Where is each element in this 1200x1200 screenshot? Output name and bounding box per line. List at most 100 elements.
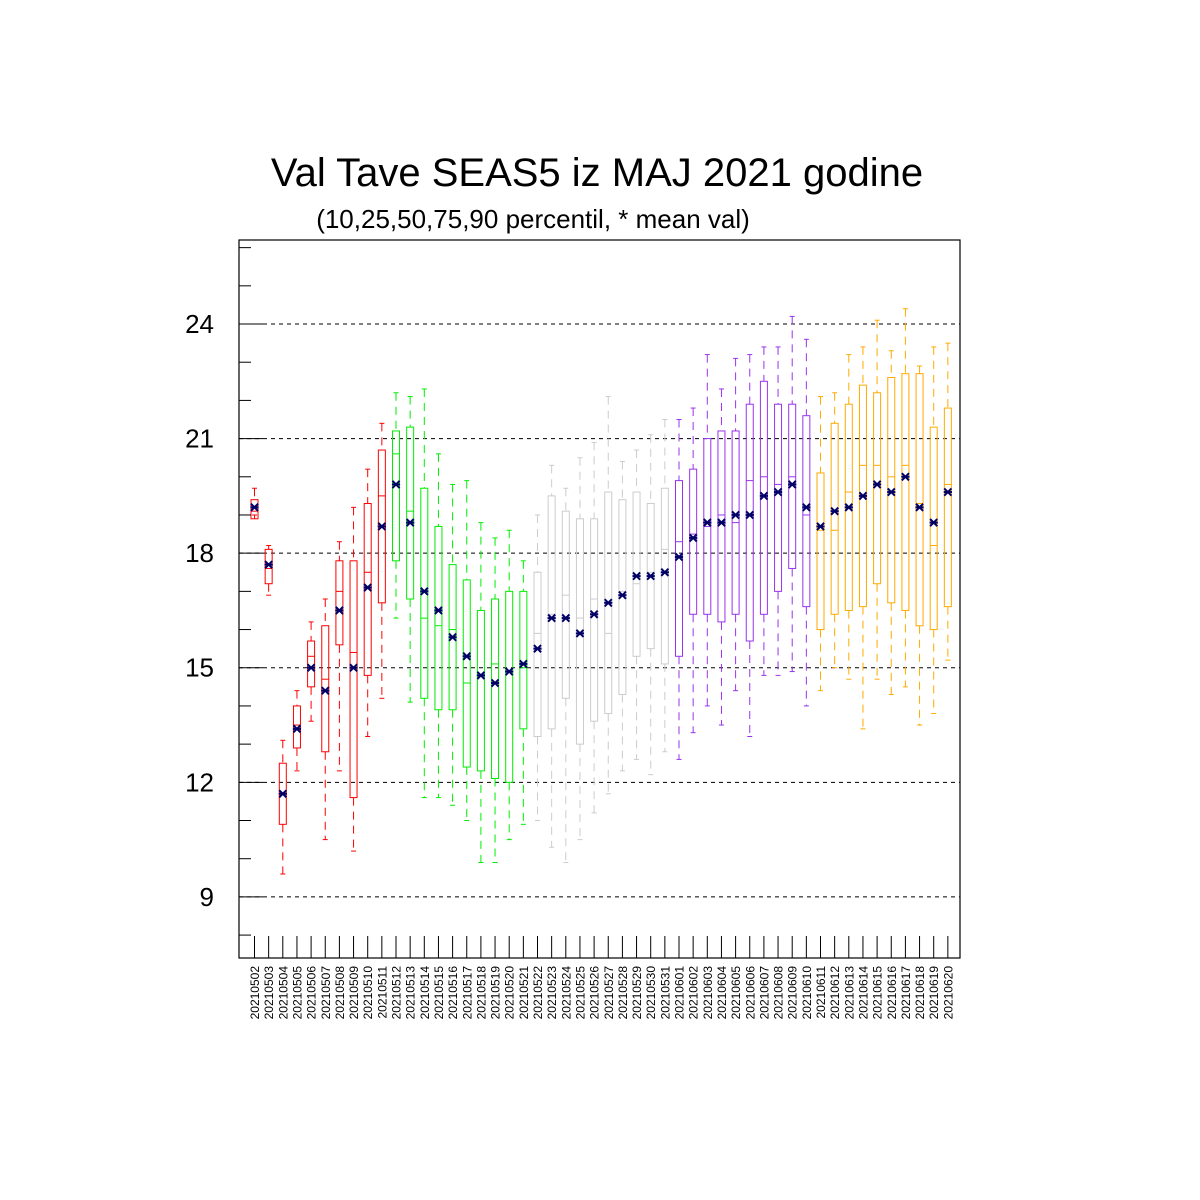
mean-marker-20210612 <box>830 506 839 516</box>
box-20210531 <box>660 419 669 753</box>
boxes <box>250 308 952 875</box>
xtick-label: 20210617 <box>899 966 913 1020</box>
mean-marker-20210516 <box>448 632 457 642</box>
mean-marker-20210605 <box>731 510 740 520</box>
mean-marker-20210618 <box>915 503 924 512</box>
box-20210605 <box>731 357 740 692</box>
box-iqr <box>943 407 952 608</box>
box-iqr <box>717 430 726 623</box>
ytick-label: 15 <box>185 653 214 683</box>
box-20210604 <box>717 388 726 726</box>
mean-marker-20210511 <box>377 522 387 531</box>
mean-marker-20210613 <box>844 503 854 512</box>
box-20210619 <box>929 346 938 715</box>
mean-marker-20210617 <box>901 472 910 482</box>
mean-marker-20210619 <box>929 518 939 527</box>
mean-marker-20210614 <box>858 491 868 501</box>
box-iqr <box>547 495 556 730</box>
box-iqr <box>519 590 528 730</box>
mean-marker-20210507 <box>320 686 330 695</box>
xtick-label: 20210515 <box>432 966 446 1020</box>
xtick-label: 20210507 <box>319 966 333 1020</box>
mean-marker-20210616 <box>886 487 896 497</box>
box-iqr <box>561 510 570 699</box>
box-20210615 <box>873 319 882 680</box>
mean-marker-20210602 <box>688 533 698 543</box>
xtick-label: 20210605 <box>729 966 743 1020</box>
xtick-label: 20210618 <box>913 966 927 1020</box>
xtick-label: 20210610 <box>800 966 814 1020</box>
xtick-label: 20210508 <box>333 966 347 1020</box>
xtick-label: 20210612 <box>828 966 842 1020</box>
box-iqr <box>476 609 485 772</box>
box-20210511 <box>377 422 386 699</box>
xtick-label: 20210614 <box>856 966 870 1020</box>
box-20210508 <box>335 541 344 772</box>
ytick-label: 12 <box>185 767 214 797</box>
mean-marker-20210517 <box>462 651 472 661</box>
mean-marker-20210508 <box>335 606 344 615</box>
box-20210503 <box>264 545 273 596</box>
ytick-label: 9 <box>200 882 214 912</box>
box-20210527 <box>604 396 613 795</box>
xtick-label: 20210604 <box>715 966 729 1020</box>
xtick-label: 20210509 <box>347 966 361 1020</box>
xtick-label: 20210531 <box>658 966 672 1020</box>
mean-marker-20210512 <box>391 480 401 489</box>
chart-title: Val Tave SEAS5 iz MAJ 2021 godine <box>271 151 923 195</box>
xtick-label: 20210520 <box>503 966 517 1020</box>
xtick-label: 20210619 <box>927 966 941 1020</box>
box-20210523 <box>547 464 556 848</box>
mean-marker-20210604 <box>717 518 726 527</box>
xtick-label: 20210524 <box>559 966 573 1020</box>
mean-marker-20210506 <box>306 663 316 673</box>
xtick-label: 20210518 <box>474 966 488 1020</box>
box-20210517 <box>462 480 471 822</box>
box-20210617 <box>901 308 910 688</box>
xtick-label: 20210503 <box>262 966 276 1020</box>
box-20210602 <box>689 407 698 734</box>
box-20210521 <box>519 560 528 825</box>
box-iqr <box>335 560 344 646</box>
xtick-label: 20210504 <box>276 966 290 1020</box>
box-iqr <box>491 598 500 779</box>
xtick-label: 20210522 <box>531 966 545 1020</box>
box-iqr <box>590 518 599 722</box>
box-iqr <box>575 518 584 745</box>
box-iqr <box>887 376 896 604</box>
box-iqr <box>505 590 514 783</box>
box-iqr <box>392 430 400 562</box>
xtick-label: 20210527 <box>602 966 616 1020</box>
box-20210612 <box>830 392 839 669</box>
box-iqr <box>462 579 471 768</box>
x-axis: 20210502 20210503 20210504 20210505 20210506… <box>248 936 955 1019</box>
xtick-label: 20210511 <box>375 966 389 1019</box>
mean-marker-20210608 <box>773 487 783 497</box>
box-iqr <box>675 480 683 657</box>
box-iqr <box>802 415 811 608</box>
box-20210518 <box>476 522 485 864</box>
mean-marker-20210530 <box>646 571 656 581</box>
mean-marker-20210505 <box>292 724 302 734</box>
ytick-label: 24 <box>185 309 214 339</box>
box-20210513 <box>406 396 415 703</box>
xtick-label: 20210607 <box>757 966 771 1020</box>
mean-marker-20210528 <box>618 590 627 600</box>
xtick-label: 20210506 <box>305 966 319 1020</box>
y-axis: 9 12 15 18 21 24 <box>185 247 263 936</box>
mean-marker-20210609 <box>787 480 797 489</box>
mean-markers <box>250 472 953 799</box>
mean-marker-20210529 <box>632 571 641 581</box>
xtick-label: 20210603 <box>701 966 715 1020</box>
mean-marker-20210522 <box>533 644 542 653</box>
mean-marker-20210520 <box>504 667 514 676</box>
mean-marker-20210531 <box>660 567 670 577</box>
box-20210506 <box>307 621 316 722</box>
box-20210607 <box>759 346 768 676</box>
box-iqr <box>816 472 825 631</box>
mean-marker-20210606 <box>745 510 755 520</box>
box-iqr <box>250 499 259 520</box>
box-20210519 <box>491 537 500 864</box>
box-20210515 <box>434 453 443 799</box>
xtick-label: 20210620 <box>941 966 955 1020</box>
